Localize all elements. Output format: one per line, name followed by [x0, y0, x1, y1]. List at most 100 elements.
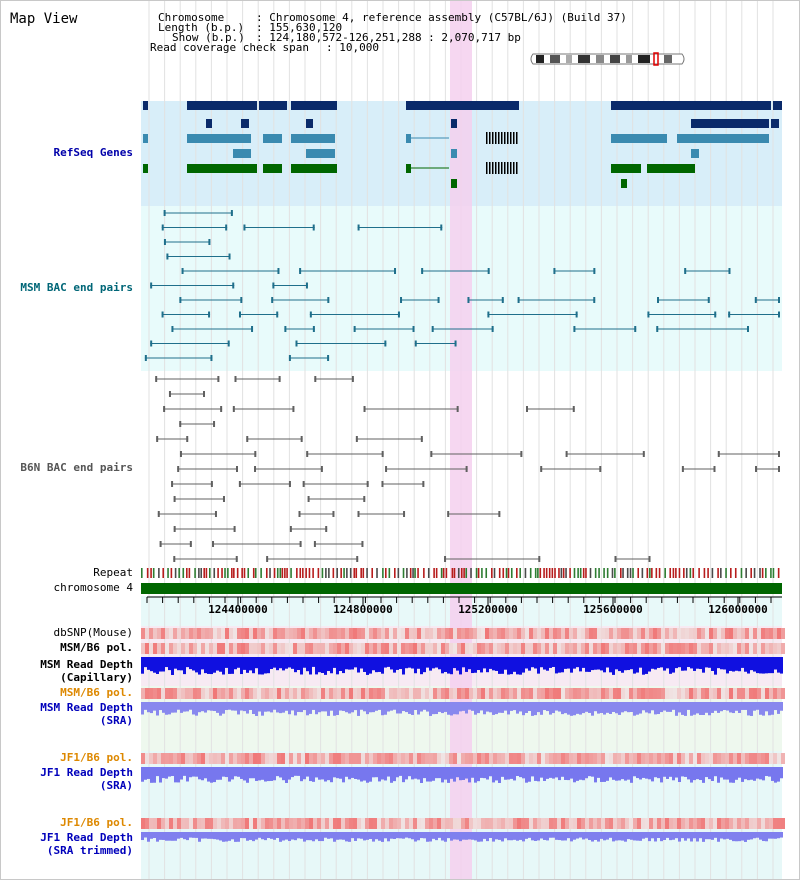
msm-sra-depth-bar [264, 702, 267, 712]
msm-sra-depth-bar [702, 702, 705, 715]
jf1-trimmed-depth-bar [381, 832, 384, 842]
msm-b6-pol-heat-cell [145, 643, 149, 654]
repeat-mark [265, 568, 268, 578]
dbsnp-heat-cell [501, 628, 505, 639]
jf1-b6-pol2-heat-cell [541, 818, 545, 829]
msm-sra-depth-bar [771, 702, 774, 715]
msm-sra-depth-bar [366, 702, 369, 715]
jf1-sra-depth-bar [630, 767, 633, 783]
track-label-b6n-bac-end-pairs[interactable]: B6N BAC end pairs [20, 461, 133, 474]
msm-sra-depth-bar [657, 702, 660, 715]
jf1-trimmed-depth-bar [654, 832, 657, 842]
track-label-repeat[interactable]: Repeat [93, 566, 133, 579]
msm-sra-depth-bar [357, 702, 360, 716]
jf1-b6-pol-heat-cell [689, 753, 693, 764]
track-label-msm-bac-end-pairs[interactable]: MSM BAC end pairs [20, 281, 133, 294]
jf1-sra-depth-bar [141, 767, 144, 782]
msm-capillary-depth-bar [678, 657, 681, 668]
repeat-mark [543, 568, 545, 578]
jf1-b6-pol2-heat-cell [761, 818, 765, 829]
track-label-dbsnp[interactable]: dbSNP(Mouse) [53, 626, 133, 639]
jf1-b6-pol2-heat-cell [721, 818, 725, 829]
jf1-trimmed-depth-bar [180, 832, 183, 838]
jf1-sra-depth-bar [468, 767, 471, 783]
msm-b6-pol-heat-cell [177, 643, 181, 654]
repeat-mark [510, 568, 513, 578]
jf1-b6-pol2-heat-cell [433, 818, 437, 829]
msm-sra-depth-bar [726, 702, 729, 711]
repeat-mark [299, 568, 302, 578]
jf1-trimmed-depth-bar [756, 832, 759, 838]
repeat-mark [328, 568, 330, 578]
msm-b6-pol2-heat-cell [145, 688, 149, 699]
msm-sra-depth-bar [432, 702, 435, 715]
jf1-b6-pol2-heat-cell [717, 818, 721, 829]
gene-exon-tick [510, 162, 512, 174]
track-label-jf1-read-depth-sra[interactable]: JF1 Read Depth [40, 766, 133, 779]
msm-capillary-depth-bar [402, 657, 405, 675]
jf1-trimmed-depth-bar [759, 832, 762, 840]
jf1-b6-pol2-heat-cell [533, 818, 537, 829]
b6n-bac-pair-end [498, 511, 501, 517]
msm-capillary-depth-bar [255, 657, 258, 669]
dbsnp-heat-cell [517, 628, 521, 639]
msm-bac-pair-end [271, 297, 274, 303]
msm-sra-depth-bar [177, 702, 180, 710]
msm-sra-depth-bar [399, 702, 402, 714]
track-label-refseq-genes[interactable]: RefSeq Genes [53, 146, 133, 159]
msm-capillary-depth-bar [741, 657, 744, 668]
jf1-trimmed-depth-bar [447, 832, 450, 839]
track-label-msm-read-depth-sra[interactable]: MSM Read Depth [40, 701, 133, 714]
track-label-msm-b6-pol-2[interactable]: MSM/B6 pol. [60, 686, 133, 699]
repeat-mark [655, 568, 658, 578]
chromosome-ideogram[interactable] [530, 52, 688, 66]
dbsnp-heat-cell [305, 628, 309, 639]
msm-capillary-depth-bar [624, 657, 627, 671]
msm-sra-depth-bar [327, 702, 330, 716]
msm-bac-pair-end [431, 326, 434, 332]
msm-capillary-depth-bar [603, 657, 606, 673]
msm-sra-depth-bar [258, 702, 261, 712]
b6n-bac-pair-end [235, 466, 238, 472]
track-label-msm-read-depth-cap[interactable]: MSM Read Depth [40, 658, 133, 671]
track-label-jf1-b6-pol-1[interactable]: JF1/B6 pol. [60, 751, 133, 764]
b6n-bac-pair-end [173, 496, 176, 502]
msm-bac-pair-end [312, 326, 315, 332]
dbsnp-heat-cell [729, 628, 733, 639]
track-label-jf1-b6-pol-2[interactable]: JF1/B6 pol. [60, 816, 133, 829]
msm-sra-depth-bar [759, 702, 762, 715]
repeat-mark [611, 568, 614, 578]
jf1-sra-depth-bar [732, 767, 735, 783]
msm-b6-pol2-heat-cell [729, 688, 733, 699]
jf1-sra-depth-bar [321, 767, 324, 780]
msm-b6-pol2-heat-cell [281, 688, 285, 699]
jf1-b6-pol2-heat-cell [669, 818, 673, 829]
msm-sra-depth-bar [636, 702, 639, 715]
msm-b6-pol-heat-cell [241, 643, 245, 654]
msm-sra-depth-bar [603, 702, 606, 715]
track-label-chromosome[interactable]: chromosome 4 [53, 581, 133, 594]
gene-exon [291, 101, 337, 110]
jf1-b6-pol-heat-cell [549, 753, 553, 764]
jf1-trimmed-depth-bar [231, 832, 234, 840]
msm-sra-depth-bar [624, 702, 627, 712]
msm-capillary-depth-bar [672, 657, 675, 673]
msm-capillary-depth-bar [180, 657, 183, 671]
jf1-b6-pol-heat-cell [537, 753, 541, 764]
dbsnp-heat-cell [781, 628, 785, 639]
dbsnp-heat-cell [169, 628, 173, 639]
repeat-mark [355, 568, 358, 578]
track-label-msm-b6-pol-1[interactable]: MSM/B6 pol. [60, 641, 133, 654]
jf1-b6-pol-heat-cell [393, 753, 397, 764]
jf1-b6-pol-heat-cell [677, 753, 681, 764]
b6n-bac-pair-end [171, 481, 174, 487]
jf1-trimmed-depth-bar [147, 832, 150, 842]
jf1-sra-depth-bar [291, 767, 294, 778]
msm-sra-depth-bar [348, 702, 351, 714]
jf1-trimmed-depth-bar [732, 832, 735, 842]
jf1-sra-depth-bar [309, 767, 312, 782]
jf1-b6-pol-heat-cell [669, 753, 673, 764]
dbsnp-heat-cell [629, 628, 633, 639]
track-label-jf1-read-depth-trim[interactable]: JF1 Read Depth [40, 831, 133, 844]
